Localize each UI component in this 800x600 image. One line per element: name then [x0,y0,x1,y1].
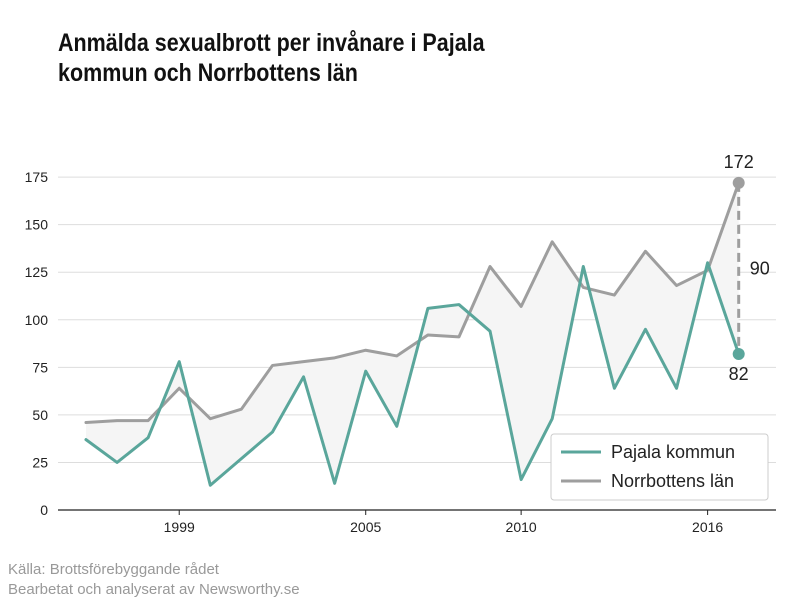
source-note: Källa: Brottsförebyggande rådet Bearbeta… [8,560,300,600]
source-line-2: Bearbetat och analyserat av Newsworthy.s… [8,581,300,598]
y-tick-label: 100 [25,312,49,328]
y-tick-label: 50 [32,407,48,423]
x-axis: 1999 2005 2010 2016 [58,509,776,535]
difference-value: 90 [750,258,770,278]
difference-annotation: 172 82 90 [724,152,770,384]
area-between-series [85,182,739,486]
y-tick-label: 150 [25,217,49,233]
y-tick-label: 0 [40,502,48,518]
last-point-pajala [732,348,745,361]
series-line-norrbotten [84,181,741,424]
last-value-pajala: 82 [729,364,749,384]
y-tick-label: 175 [25,169,49,185]
legend-label: Pajala kommun [611,442,735,462]
y-tick-label: 75 [32,359,48,375]
chart-title: Anmälda sexualbrott per invånare i Pajal… [58,28,608,88]
legend-label: Norrbottens län [611,471,734,491]
legend: Pajala kommun Norrbottens län [550,433,769,501]
series-line-pajala [84,261,741,487]
y-tick-label: 25 [32,454,48,470]
y-axis: 0 25 50 75 100 125 150 175 [25,169,49,518]
last-value-norrbotten: 172 [724,152,754,172]
chart-title-line-2: kommun och Norrbottens län [58,59,358,87]
legend-box [550,433,769,501]
last-point-norrbotten [732,176,745,189]
series-lines [84,181,741,487]
x-tick-label: 1999 [164,519,195,535]
x-tick-label: 2016 [692,519,723,535]
source-line-1: Källa: Brottsförebyggande rådet [8,561,219,578]
x-tick-label: 2010 [506,519,537,535]
x-tick-label: 2005 [350,519,381,535]
y-tick-label: 125 [25,264,49,280]
chart-title-line-1: Anmälda sexualbrott per invånare i Pajal… [58,29,485,57]
